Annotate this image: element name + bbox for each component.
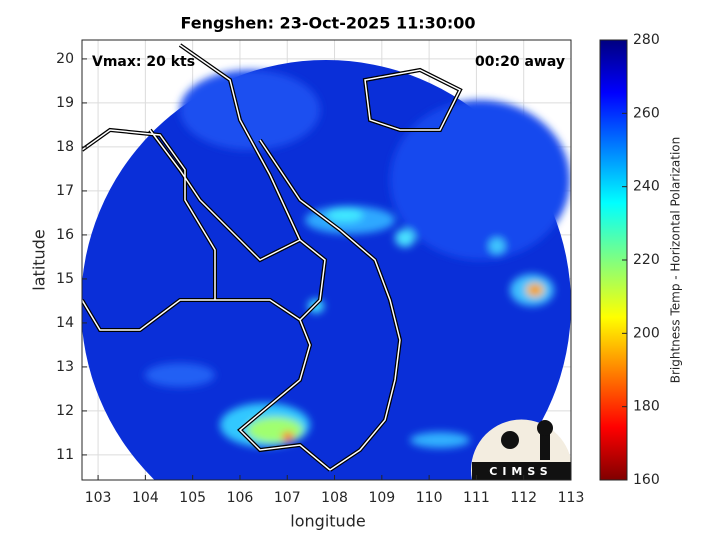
logo-text: CIMSS bbox=[489, 465, 552, 478]
colorbar-tick-label: 200 bbox=[633, 325, 660, 341]
y-tick-label: 14 bbox=[56, 315, 74, 331]
plot-frame bbox=[81, 39, 572, 481]
y-tick-label: 18 bbox=[56, 139, 74, 155]
y-tick-label: 19 bbox=[56, 95, 74, 111]
x-tick-label: 105 bbox=[179, 490, 206, 506]
colorbar-tick-label: 220 bbox=[633, 252, 660, 268]
colorbar-label: Brightness Temp - Horizontal Polarizatio… bbox=[669, 137, 683, 384]
colorbar-tick-label: 180 bbox=[633, 399, 660, 415]
x-tick-label: 104 bbox=[132, 490, 159, 506]
x-tick-label: 113 bbox=[558, 490, 585, 506]
x-tick-label: 109 bbox=[368, 490, 395, 506]
imagery: CIMSS bbox=[82, 43, 571, 480]
colorbar-tick-label: 280 bbox=[633, 32, 660, 48]
x-axis-label: longitude bbox=[290, 512, 365, 531]
logo: CIMSS bbox=[471, 419, 571, 480]
features bbox=[145, 70, 570, 448]
y-tick-label: 17 bbox=[56, 183, 74, 199]
y-tick-label: 11 bbox=[56, 447, 74, 463]
colorbar-ticks: 160 180 200 220 240 260 280 bbox=[622, 32, 660, 488]
annotation: Vmax: 20 kts bbox=[92, 54, 195, 70]
colorbar-tick-label: 160 bbox=[633, 472, 660, 488]
y-tick-label: 13 bbox=[56, 359, 74, 375]
coastlines bbox=[82, 43, 463, 472]
x-tick-label: 108 bbox=[321, 490, 348, 506]
annotation: 00:20 away bbox=[475, 54, 565, 70]
chart-title: Fengshen: 23-Oct-2025 11:30:00 bbox=[180, 14, 475, 33]
x-tick-label: 107 bbox=[274, 490, 301, 506]
x-tick-label: 103 bbox=[85, 490, 112, 506]
colorbar-tick-label: 260 bbox=[633, 105, 660, 121]
x-tick-label: 112 bbox=[510, 490, 537, 506]
x-tick-label: 111 bbox=[463, 490, 490, 506]
y-tick-label: 20 bbox=[56, 51, 74, 67]
y-tick-label: 15 bbox=[56, 271, 74, 287]
axes: 103 104 105 106 107 108 109 110 111 112 113 11 12 13 1… bbox=[56, 51, 584, 506]
x-tick-label: 110 bbox=[416, 490, 443, 506]
y-tick-label: 12 bbox=[56, 403, 74, 419]
x-tick-label: 106 bbox=[227, 490, 254, 506]
y-axis-label: latitude bbox=[30, 229, 49, 290]
colorbar-tick-label: 240 bbox=[633, 179, 660, 195]
y-tick-label: 16 bbox=[56, 227, 74, 243]
